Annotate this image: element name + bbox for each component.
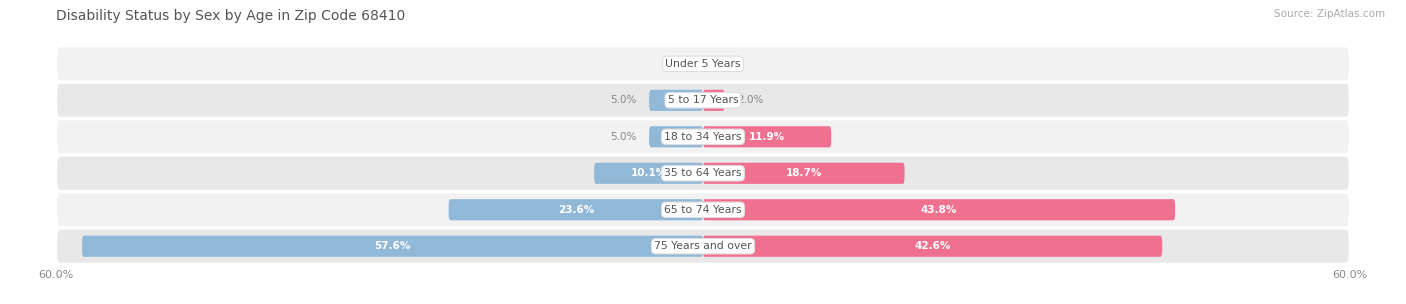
Text: 10.1%: 10.1%: [630, 168, 666, 178]
FancyBboxPatch shape: [56, 119, 1350, 154]
Text: 18 to 34 Years: 18 to 34 Years: [664, 132, 742, 142]
Text: 18.7%: 18.7%: [786, 168, 823, 178]
Text: 65 to 74 Years: 65 to 74 Years: [664, 205, 742, 215]
Text: 75 Years and over: 75 Years and over: [654, 241, 752, 251]
Text: Under 5 Years: Under 5 Years: [665, 59, 741, 69]
Text: 35 to 64 Years: 35 to 64 Years: [664, 168, 742, 178]
Text: 11.9%: 11.9%: [749, 132, 785, 142]
Text: Disability Status by Sex by Age in Zip Code 68410: Disability Status by Sex by Age in Zip C…: [56, 9, 405, 23]
FancyBboxPatch shape: [56, 83, 1350, 118]
FancyBboxPatch shape: [595, 163, 703, 184]
FancyBboxPatch shape: [56, 156, 1350, 191]
Text: 5 to 17 Years: 5 to 17 Years: [668, 95, 738, 105]
Text: 43.8%: 43.8%: [921, 205, 957, 215]
FancyBboxPatch shape: [82, 236, 703, 257]
FancyBboxPatch shape: [449, 199, 703, 220]
Text: 5.0%: 5.0%: [610, 132, 636, 142]
FancyBboxPatch shape: [56, 46, 1350, 81]
FancyBboxPatch shape: [703, 163, 904, 184]
FancyBboxPatch shape: [650, 126, 703, 147]
Text: 57.6%: 57.6%: [374, 241, 411, 251]
Text: 5.0%: 5.0%: [610, 95, 636, 105]
FancyBboxPatch shape: [56, 192, 1350, 227]
Text: 23.6%: 23.6%: [558, 205, 593, 215]
FancyBboxPatch shape: [56, 229, 1350, 264]
Text: 0.0%: 0.0%: [716, 59, 742, 69]
FancyBboxPatch shape: [703, 199, 1175, 220]
FancyBboxPatch shape: [703, 90, 724, 111]
FancyBboxPatch shape: [703, 236, 1163, 257]
Text: 0.0%: 0.0%: [664, 59, 690, 69]
Text: 42.6%: 42.6%: [914, 241, 950, 251]
Text: 2.0%: 2.0%: [738, 95, 763, 105]
FancyBboxPatch shape: [650, 90, 703, 111]
Text: Source: ZipAtlas.com: Source: ZipAtlas.com: [1274, 9, 1385, 19]
FancyBboxPatch shape: [703, 126, 831, 147]
